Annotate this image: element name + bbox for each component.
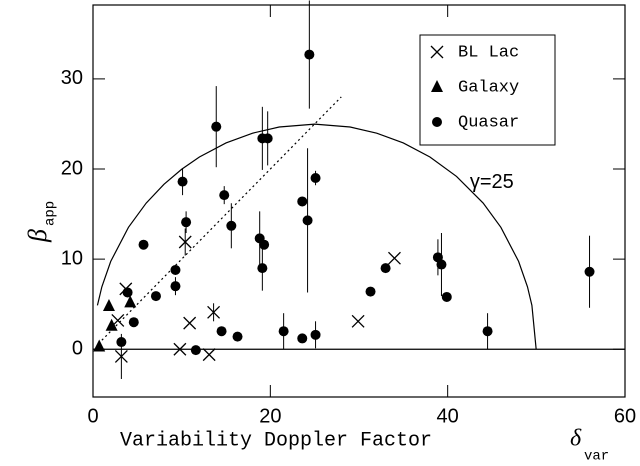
cross-marker — [351, 314, 365, 328]
circle-marker — [150, 291, 161, 302]
circle-marker — [138, 239, 149, 250]
x-tick-label: 40 — [437, 405, 459, 427]
dotted-line — [101, 96, 342, 341]
legend-marker — [431, 80, 443, 92]
y-axis-label: β — [23, 229, 52, 243]
circle-marker — [128, 317, 139, 328]
circle-marker — [211, 121, 222, 132]
cross-marker — [207, 305, 221, 319]
y-tick-label: 0 — [72, 338, 83, 360]
plot-frame — [92, 4, 626, 398]
x-axis-symbol: δ — [570, 426, 582, 452]
circle-marker — [190, 345, 201, 356]
circle-marker — [297, 196, 308, 207]
cross-marker — [114, 349, 128, 363]
triangle-marker — [124, 295, 137, 308]
circle-marker — [257, 263, 268, 274]
circle-marker — [441, 291, 452, 302]
circle-marker — [170, 264, 181, 275]
gamma-curve — [96, 123, 537, 350]
x-tick-label: 20 — [259, 405, 281, 427]
circle-marker — [304, 49, 315, 60]
cross-marker — [183, 316, 197, 330]
circle-marker — [310, 329, 321, 340]
circle-marker — [259, 239, 270, 250]
circle-marker — [116, 337, 127, 348]
y-tick-label: 20 — [61, 157, 83, 179]
circle-marker — [181, 217, 192, 228]
cross-marker — [388, 251, 401, 265]
triangle-marker — [105, 318, 118, 331]
circle-marker — [216, 326, 227, 337]
circle-marker — [365, 286, 376, 297]
circle-marker — [122, 287, 133, 298]
legend-marker — [430, 45, 444, 59]
x-axis-label: Variability Doppler Factor — [120, 429, 432, 452]
y-axis-label-group: β app — [23, 201, 59, 243]
y-tick-label: 30 — [61, 67, 83, 89]
legend-label: Quasar — [458, 113, 519, 132]
circle-marker — [226, 220, 237, 231]
cross-marker — [202, 348, 216, 362]
legend-label: Galaxy — [458, 78, 519, 97]
legend-box — [419, 34, 556, 146]
legend-marker — [432, 117, 442, 127]
triangle-marker — [93, 339, 106, 352]
circle-marker — [584, 266, 595, 277]
circle-marker — [482, 326, 493, 337]
circle-marker — [219, 190, 230, 201]
circle-marker — [297, 333, 308, 344]
circle-marker — [380, 263, 391, 274]
cross-marker — [173, 342, 187, 356]
circle-marker — [232, 331, 243, 342]
x-tick-label: 0 — [87, 405, 98, 427]
circle-marker — [302, 215, 313, 226]
cross-marker — [178, 235, 192, 249]
y-axis-label-sub: app — [43, 201, 59, 226]
curve-label: γ=25 — [470, 171, 514, 193]
circle-marker — [310, 173, 321, 184]
circle-marker — [170, 281, 181, 292]
circle-marker — [262, 133, 273, 144]
triangle-marker — [102, 298, 115, 311]
circle-marker — [278, 326, 289, 337]
y-tick-label: 10 — [61, 247, 83, 269]
circle-marker — [436, 259, 447, 270]
legend-label: BL Lac — [458, 43, 519, 62]
x-tick-label: 60 — [614, 405, 636, 427]
circle-marker — [177, 176, 188, 187]
x-axis-symbol-sub: var — [584, 449, 609, 465]
